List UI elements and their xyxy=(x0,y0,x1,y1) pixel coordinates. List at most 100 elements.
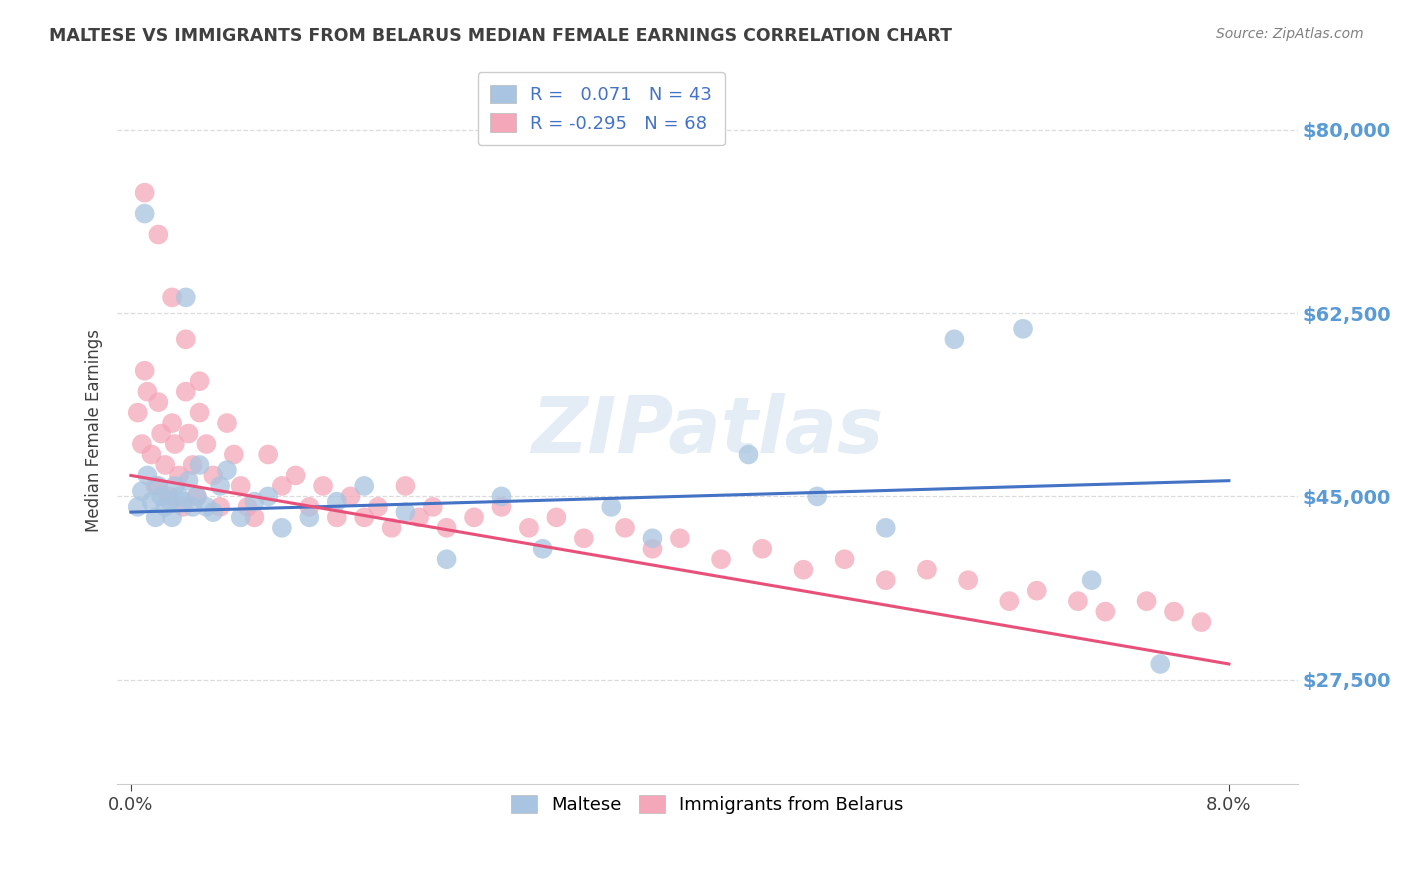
Point xyxy=(202,468,225,483)
Point xyxy=(572,531,595,545)
Point xyxy=(353,510,375,524)
Point xyxy=(710,552,733,566)
Point xyxy=(131,484,153,499)
Point xyxy=(215,463,238,477)
Point xyxy=(150,426,173,441)
Point xyxy=(806,489,828,503)
Point xyxy=(209,500,232,514)
Point xyxy=(875,521,897,535)
Point xyxy=(326,494,349,508)
Point xyxy=(145,510,167,524)
Point xyxy=(381,521,404,535)
Point xyxy=(195,500,218,514)
Point xyxy=(209,479,232,493)
Point xyxy=(174,384,197,399)
Point xyxy=(243,510,266,524)
Point xyxy=(339,489,361,503)
Point xyxy=(188,406,211,420)
Point xyxy=(531,541,554,556)
Point xyxy=(160,290,183,304)
Point xyxy=(186,489,208,503)
Point xyxy=(145,479,167,493)
Point xyxy=(298,500,321,514)
Point xyxy=(167,489,190,503)
Legend: Maltese, Immigrants from Belarus: Maltese, Immigrants from Belarus xyxy=(501,784,914,825)
Text: ZIPatlas: ZIPatlas xyxy=(531,393,883,469)
Point xyxy=(284,468,307,483)
Point xyxy=(998,594,1021,608)
Point xyxy=(270,479,292,493)
Point xyxy=(188,458,211,472)
Point xyxy=(641,531,664,545)
Point xyxy=(394,479,416,493)
Point xyxy=(134,186,156,200)
Point xyxy=(517,521,540,535)
Point xyxy=(1025,583,1047,598)
Point xyxy=(257,489,280,503)
Point xyxy=(155,500,177,514)
Point xyxy=(188,374,211,388)
Point xyxy=(131,437,153,451)
Point xyxy=(134,364,156,378)
Point xyxy=(229,479,252,493)
Point xyxy=(177,474,200,488)
Point xyxy=(195,437,218,451)
Point xyxy=(157,489,180,503)
Point xyxy=(141,448,163,462)
Point xyxy=(181,458,204,472)
Point xyxy=(641,541,664,556)
Y-axis label: Median Female Earnings: Median Female Earnings xyxy=(86,329,103,533)
Point xyxy=(148,227,170,242)
Point xyxy=(127,500,149,514)
Point xyxy=(957,573,980,587)
Point xyxy=(436,521,458,535)
Point xyxy=(353,479,375,493)
Point xyxy=(600,500,623,514)
Point xyxy=(167,468,190,483)
Point xyxy=(491,500,513,514)
Point xyxy=(177,426,200,441)
Point xyxy=(148,479,170,493)
Point xyxy=(136,384,159,399)
Point xyxy=(141,494,163,508)
Point xyxy=(312,479,335,493)
Point xyxy=(1135,594,1157,608)
Point xyxy=(186,489,208,503)
Point xyxy=(229,510,252,524)
Point xyxy=(181,500,204,514)
Point xyxy=(546,510,568,524)
Point xyxy=(408,510,430,524)
Point xyxy=(298,510,321,524)
Point xyxy=(1012,322,1035,336)
Point xyxy=(875,573,897,587)
Text: MALTESE VS IMMIGRANTS FROM BELARUS MEDIAN FEMALE EARNINGS CORRELATION CHART: MALTESE VS IMMIGRANTS FROM BELARUS MEDIA… xyxy=(49,27,952,45)
Point xyxy=(614,521,637,535)
Point xyxy=(134,206,156,220)
Point xyxy=(792,563,814,577)
Point xyxy=(1094,605,1116,619)
Point xyxy=(751,541,773,556)
Point xyxy=(669,531,692,545)
Point xyxy=(463,510,485,524)
Point xyxy=(422,500,444,514)
Point xyxy=(160,416,183,430)
Point xyxy=(394,505,416,519)
Point xyxy=(243,494,266,508)
Point xyxy=(172,494,194,508)
Point xyxy=(148,395,170,409)
Point xyxy=(136,468,159,483)
Point xyxy=(436,552,458,566)
Point xyxy=(915,563,938,577)
Point xyxy=(215,416,238,430)
Point xyxy=(737,448,759,462)
Point xyxy=(1163,605,1185,619)
Point xyxy=(155,458,177,472)
Point xyxy=(160,510,183,524)
Point xyxy=(1067,594,1090,608)
Point xyxy=(172,500,194,514)
Point xyxy=(326,510,349,524)
Point xyxy=(236,500,259,514)
Point xyxy=(150,489,173,503)
Point xyxy=(222,448,245,462)
Point xyxy=(367,500,389,514)
